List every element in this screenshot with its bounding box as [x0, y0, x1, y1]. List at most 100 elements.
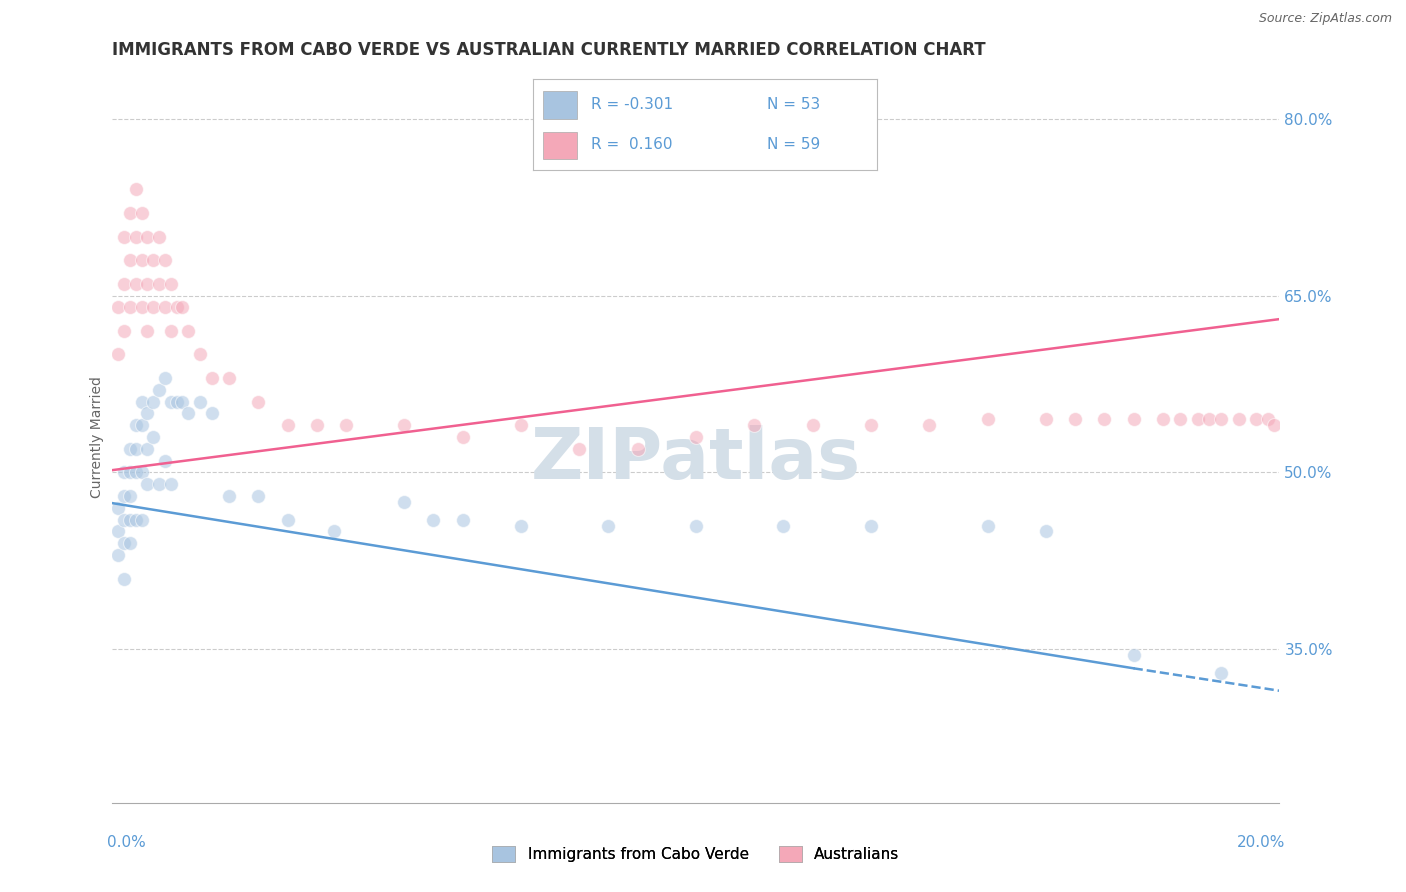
- Point: [188, 347, 211, 361]
- Legend: Immigrants from Cabo Verde, Australians: Immigrants from Cabo Verde, Australians: [486, 840, 905, 868]
- Point: [107, 500, 129, 515]
- Point: [112, 324, 135, 338]
- Point: [335, 418, 357, 433]
- Point: [112, 572, 135, 586]
- Point: [1227, 412, 1250, 426]
- Point: [188, 394, 211, 409]
- Point: [131, 206, 153, 220]
- Point: [118, 206, 141, 220]
- Text: ZIPatlas: ZIPatlas: [531, 425, 860, 493]
- Point: [153, 453, 176, 467]
- Point: [125, 229, 148, 244]
- Point: [118, 536, 141, 550]
- Point: [131, 253, 153, 268]
- Point: [125, 277, 148, 291]
- Y-axis label: Currently Married: Currently Married: [90, 376, 104, 498]
- Point: [509, 418, 531, 433]
- Point: [107, 301, 129, 315]
- Point: [918, 418, 941, 433]
- Point: [276, 418, 298, 433]
- Point: [136, 442, 159, 456]
- Point: [201, 371, 224, 385]
- Point: [1263, 418, 1285, 433]
- Point: [323, 524, 346, 539]
- Point: [153, 253, 176, 268]
- Point: [1092, 412, 1115, 426]
- Point: [177, 407, 200, 421]
- Point: [112, 229, 135, 244]
- Point: [1209, 412, 1232, 426]
- Point: [509, 518, 531, 533]
- Point: [148, 477, 170, 491]
- Point: [1122, 648, 1144, 663]
- Point: [166, 301, 188, 315]
- Point: [153, 371, 176, 385]
- Point: [136, 477, 159, 491]
- Point: [801, 418, 824, 433]
- Point: [247, 394, 270, 409]
- Point: [136, 407, 159, 421]
- Point: [1122, 412, 1144, 426]
- Point: [160, 324, 183, 338]
- Point: [276, 513, 298, 527]
- Point: [142, 301, 165, 315]
- Text: Source: ZipAtlas.com: Source: ZipAtlas.com: [1258, 12, 1392, 25]
- Text: 20.0%: 20.0%: [1237, 835, 1285, 850]
- Point: [153, 301, 176, 315]
- Point: [142, 253, 165, 268]
- Point: [118, 513, 141, 527]
- Point: [118, 466, 141, 480]
- Point: [772, 518, 794, 533]
- Point: [568, 442, 591, 456]
- Point: [112, 489, 135, 503]
- Point: [118, 489, 141, 503]
- Point: [125, 182, 148, 196]
- Point: [107, 524, 129, 539]
- Point: [112, 277, 135, 291]
- Point: [1168, 412, 1191, 426]
- Point: [1035, 524, 1057, 539]
- Point: [685, 430, 707, 444]
- Point: [392, 418, 416, 433]
- Point: [160, 394, 183, 409]
- Point: [1064, 412, 1087, 426]
- Point: [160, 477, 183, 491]
- Point: [1257, 412, 1279, 426]
- Point: [626, 442, 648, 456]
- Point: [218, 489, 240, 503]
- Point: [148, 383, 170, 397]
- Point: [1187, 412, 1209, 426]
- Point: [247, 489, 270, 503]
- Point: [1198, 412, 1220, 426]
- Point: [131, 466, 153, 480]
- Point: [136, 324, 159, 338]
- Point: [172, 394, 194, 409]
- Point: [166, 394, 188, 409]
- Point: [112, 466, 135, 480]
- Point: [305, 418, 328, 433]
- Text: IMMIGRANTS FROM CABO VERDE VS AUSTRALIAN CURRENTLY MARRIED CORRELATION CHART: IMMIGRANTS FROM CABO VERDE VS AUSTRALIAN…: [112, 41, 986, 59]
- Point: [218, 371, 240, 385]
- Point: [112, 536, 135, 550]
- Point: [125, 513, 148, 527]
- Point: [131, 513, 153, 527]
- Point: [451, 513, 474, 527]
- Point: [107, 347, 129, 361]
- Point: [976, 412, 998, 426]
- Point: [142, 430, 165, 444]
- Point: [451, 430, 474, 444]
- Point: [1152, 412, 1174, 426]
- Point: [742, 418, 765, 433]
- Point: [136, 229, 159, 244]
- Text: 0.0%: 0.0%: [107, 835, 145, 850]
- Point: [859, 518, 883, 533]
- Point: [598, 518, 620, 533]
- Point: [131, 418, 153, 433]
- Point: [1244, 412, 1267, 426]
- Point: [131, 394, 153, 409]
- Point: [392, 495, 416, 509]
- Point: [136, 277, 159, 291]
- Point: [1209, 666, 1232, 681]
- Point: [177, 324, 200, 338]
- Point: [118, 301, 141, 315]
